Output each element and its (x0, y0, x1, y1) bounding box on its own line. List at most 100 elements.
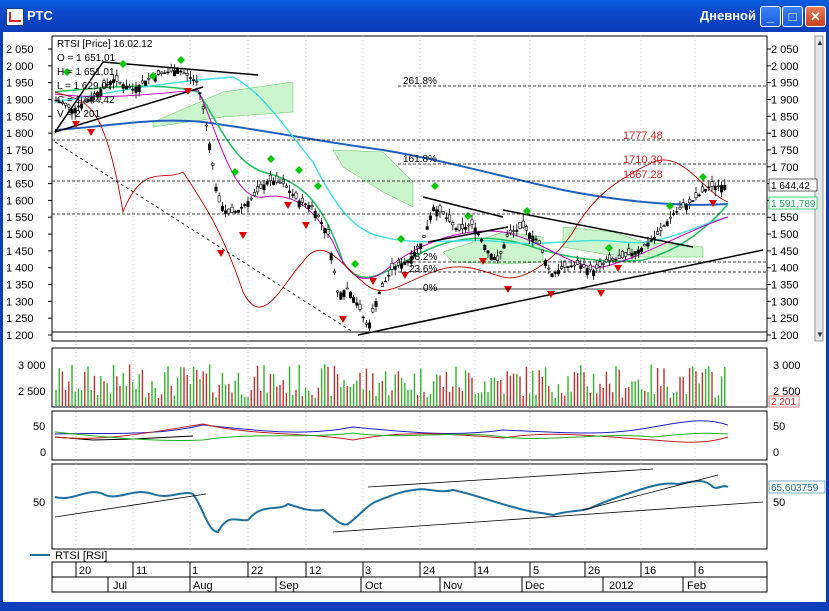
sell-signal-arrow (401, 272, 409, 279)
x-day-label: 12 (309, 565, 321, 577)
minimize-button[interactable]: _ (760, 6, 781, 27)
candle-body (364, 322, 368, 325)
x-axis-labels: 20 11 1 22 12 3 24 14 5 26 16 6 Jul Aug … (79, 565, 706, 592)
candle-body (387, 274, 391, 277)
rsi-value-badge (768, 480, 826, 494)
volume-tick-3000-left: 3 000 (18, 360, 46, 372)
scroll-down-arrow[interactable]: ▼ (816, 330, 824, 339)
candle-body (172, 69, 176, 77)
candle-body (204, 124, 208, 127)
candle-body (646, 242, 650, 247)
price-tick-left: 1 750 (6, 145, 34, 157)
volume-panel[interactable] (51, 347, 768, 408)
chart-app-icon (6, 8, 24, 26)
candle-body (502, 244, 506, 249)
candle-body (694, 192, 698, 199)
candle-body (515, 229, 519, 232)
candle-body (246, 201, 250, 207)
price-tick-right: 1 700 (771, 162, 799, 174)
candle-body (496, 255, 500, 261)
chart-canvas[interactable]: ▲ ▼ RTSI [Price] 16.02.12 O = 1 651,01 H… (3, 32, 826, 602)
candle-body (480, 239, 484, 242)
price-tick-right: 1 500 (771, 229, 799, 241)
candle-body (380, 283, 384, 288)
candle-body (67, 104, 71, 108)
candle-body (534, 238, 538, 241)
price-tick-left: 1 850 (6, 111, 34, 123)
candle-body (716, 185, 720, 188)
info-line-5: V = 2 201 (57, 109, 101, 120)
candle-body (259, 183, 263, 189)
ma-value: 1 591,789 (771, 199, 816, 210)
candle-body (540, 249, 544, 253)
maximize-button[interactable]: □ (782, 6, 803, 27)
candle-body (256, 186, 260, 193)
candle-body (252, 192, 256, 196)
price-tick-right: 1 250 (771, 313, 799, 325)
candle-body (649, 239, 653, 242)
sell-signal-arrow (339, 316, 347, 323)
price-tick-right: 1 950 (771, 78, 799, 90)
candle-body (486, 250, 490, 254)
price-tick-right: 1 750 (771, 145, 799, 157)
candle-body (377, 292, 381, 295)
candle-body (115, 75, 119, 82)
candle-body (681, 202, 685, 208)
candle-body (473, 227, 477, 235)
buy-signal-marker (666, 202, 674, 210)
candle-body (448, 214, 452, 222)
candle-body (188, 77, 192, 79)
buy-signal-marker (351, 260, 359, 268)
buy-signal-marker (295, 166, 303, 174)
buy-signal-marker (267, 155, 275, 163)
scroll-up-arrow[interactable]: ▲ (816, 38, 824, 47)
timeframe-label: Дневной (699, 8, 756, 23)
candle-body (313, 210, 317, 219)
candle-body (160, 71, 164, 74)
candle-body (531, 235, 535, 242)
candle-body (182, 72, 186, 75)
volume-tick-3000-right: 3 000 (773, 360, 801, 372)
price-tick-left: 1 900 (6, 94, 34, 106)
candle-body (454, 228, 458, 231)
candle-body (137, 84, 141, 92)
rsi-value: 65,603759 (771, 483, 819, 494)
candle-body (179, 70, 183, 73)
x-day-label: 3 (365, 565, 371, 577)
chart-area[interactable]: ▲ ▼ RTSI [Price] 16.02.12 O = 1 651,01 H… (0, 32, 829, 602)
candle-body (668, 216, 672, 219)
target-label-1667: 1667.28 (623, 169, 663, 181)
buy-signal-marker (149, 72, 157, 80)
candle-body (316, 214, 320, 218)
rsi-trend-lines (54, 468, 764, 533)
candle-body (284, 185, 288, 188)
info-line-1: O = 1 651,01 (57, 53, 116, 64)
candle-body (105, 83, 109, 86)
window-titlebar[interactable]: РТС Дневной _ □ ✕ (0, 0, 829, 32)
candle-body (630, 252, 634, 257)
adx-lines (54, 420, 729, 443)
sell-signal-arrow (302, 222, 310, 229)
candle-body (537, 240, 541, 245)
candle-body (723, 184, 727, 190)
fibonacci-levels: 261.8% 161.8% 38.2% 23.6% 0% (52, 76, 767, 333)
info-line-3: L = 1 629,07 (57, 81, 113, 92)
x-day-label: 26 (588, 565, 600, 577)
candle-body (240, 206, 244, 209)
candle-body (201, 106, 205, 110)
candle-body (384, 280, 388, 283)
candle-body (156, 70, 160, 75)
candle-body (425, 226, 429, 230)
close-button[interactable]: ✕ (805, 6, 826, 27)
x-axis-ticks (75, 562, 696, 592)
rsi-legend-label: RTSI [RSI] (55, 550, 107, 562)
candle-body (505, 234, 509, 237)
candle-body (89, 97, 93, 102)
candle-body (262, 184, 266, 190)
volume-tick-2500-left: 2 500 (18, 386, 46, 398)
rsi-panel[interactable] (51, 463, 768, 550)
price-tick-right: 1 550 (771, 212, 799, 224)
price-tick-left: 2 000 (6, 61, 34, 73)
buy-signal-marker (119, 60, 127, 68)
buy-signal-marker (314, 182, 322, 190)
